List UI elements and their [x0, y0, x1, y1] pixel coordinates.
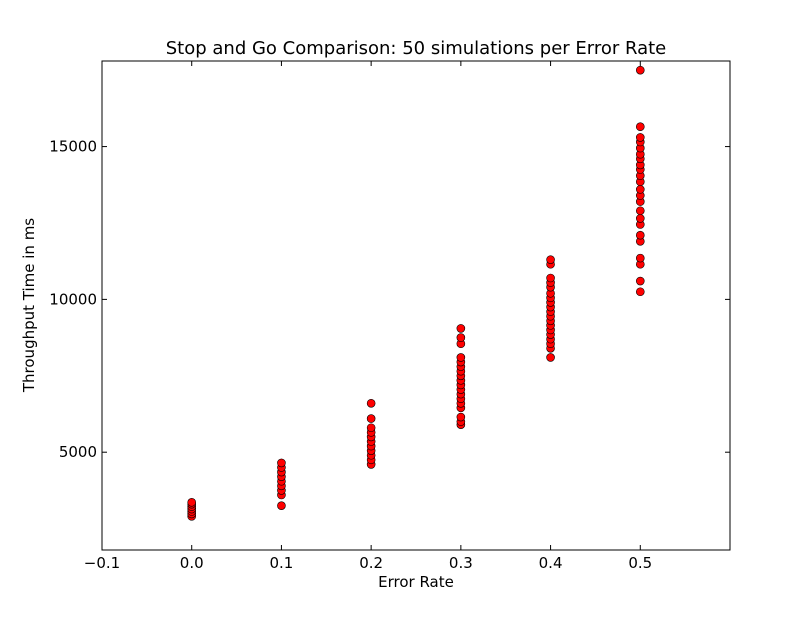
- data-point: [456, 333, 466, 342]
- data-point: [635, 206, 645, 216]
- data-point: [277, 501, 286, 510]
- y-tick-label: 5000: [59, 443, 97, 461]
- data-point: [635, 253, 645, 263]
- data-point: [456, 412, 466, 422]
- data-point: [546, 255, 555, 264]
- data-point: [366, 398, 376, 408]
- data-point: [456, 324, 466, 333]
- data-point: [366, 414, 376, 423]
- data-point: [635, 230, 645, 240]
- x-tick-label: −0.1: [84, 554, 120, 572]
- x-tick-label: 0.0: [180, 554, 204, 572]
- data-point: [635, 276, 645, 286]
- data-point: [277, 458, 286, 468]
- x-tick-label: 0.2: [359, 554, 383, 572]
- data-point: [187, 498, 197, 507]
- x-tick-label: 0.3: [449, 554, 473, 572]
- x-tick-label: 0.4: [539, 554, 563, 572]
- y-tick-label: 10000: [49, 290, 97, 308]
- data-point: [456, 353, 466, 362]
- x-tick-label: 0.5: [628, 554, 652, 572]
- data-point: [635, 287, 645, 297]
- x-tick-label: 0.1: [269, 554, 293, 572]
- plot-frame: [101, 60, 731, 551]
- data-point: [366, 423, 376, 433]
- y-axis-label: Throughput Time in ms: [20, 218, 38, 393]
- data-points: [187, 65, 645, 521]
- data-point: [546, 273, 555, 283]
- y-tick-label: 15000: [49, 138, 97, 156]
- x-axis-label: Error Rate: [378, 573, 454, 591]
- axis-ticks: −0.1 0.0 0.1 0.2 0.3 0.4 0.5 5000 10000 15000: [49, 61, 730, 572]
- data-point: [635, 133, 645, 142]
- data-point: [635, 122, 645, 132]
- data-point: [635, 214, 645, 223]
- data-point: [635, 185, 645, 194]
- data-point: [635, 65, 645, 75]
- chart-title: Stop and Go Comparison: 50 simulations p…: [166, 38, 667, 59]
- data-point: [546, 353, 555, 362]
